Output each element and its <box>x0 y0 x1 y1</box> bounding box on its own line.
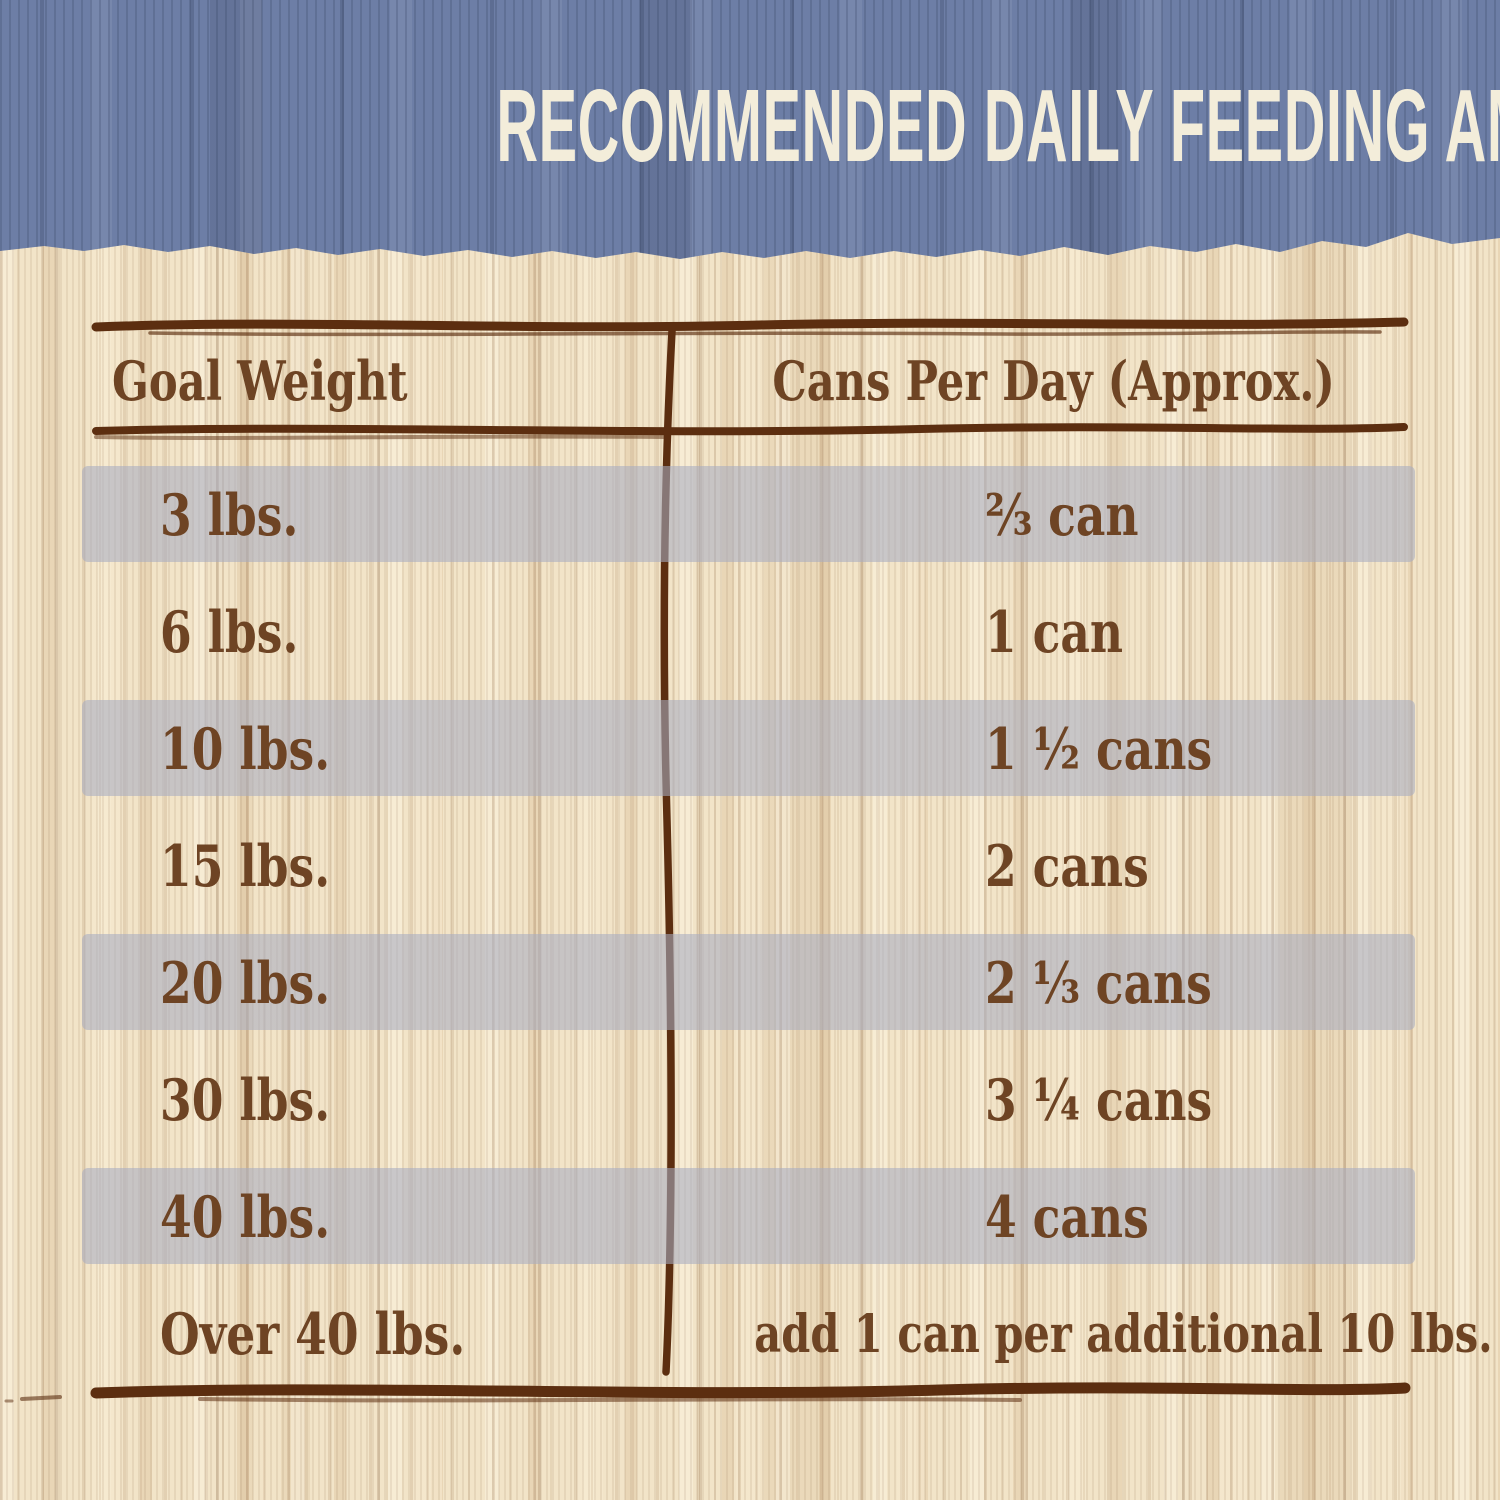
page-title: RECOMMENDED DAILY FEEDING AMOUNTS: <box>0 74 1500 177</box>
cell-text: 15 lbs. <box>160 833 331 900</box>
column-header-text: Cans Per Day (Approx.) <box>772 349 1335 413</box>
cans-cell: 2 ⅓ cans <box>670 950 1405 1017</box>
cell-text: 4 cans <box>985 1184 1149 1251</box>
cell-text: 2 ⅓ cans <box>985 950 1212 1017</box>
cans-cell: 4 cans <box>670 1184 1405 1251</box>
cell-text: add 1 can per additional 10 lbs. <box>753 1304 1493 1365</box>
cell-text: 3 ¼ cans <box>985 1067 1213 1134</box>
cans-cell: add 1 can per additional 10 lbs. <box>542 1304 1500 1365</box>
header-bottom-rule-overstroke <box>94 434 670 440</box>
cell-text: 30 lbs. <box>160 1067 331 1134</box>
column-header-cans: Cans Per Day (Approx.) <box>582 349 1405 413</box>
page-title-text: RECOMMENDED DAILY FEEDING AMOUNTS: <box>496 68 1500 183</box>
row-highlight-band <box>82 700 1415 796</box>
cans-cell: 2 cans <box>670 833 1405 900</box>
banner: RECOMMENDED DAILY FEEDING AMOUNTS: <box>0 0 1500 259</box>
feeding-table: 3 lbs. ⅔ can 6 lbs. 1 can 10 lbs. 1 ½ ca… <box>82 457 1492 1393</box>
table-row: 6 lbs. 1 can <box>95 574 1405 691</box>
table-row: 20 lbs. 2 ⅓ cans <box>82 925 1415 1042</box>
table-bottom-rule-overstroke <box>198 1397 1022 1403</box>
goal-weight-cell: Over 40 lbs. <box>95 1301 542 1368</box>
table-row: Over 40 lbs. add 1 can per additional 10… <box>95 1276 1492 1393</box>
cell-text: 40 lbs. <box>160 1184 331 1251</box>
table-row: 40 lbs. 4 cans <box>82 1159 1415 1276</box>
cans-cell: 1 can <box>670 599 1405 666</box>
goal-weight-cell: 15 lbs. <box>95 833 670 900</box>
cans-cell: 1 ½ cans <box>670 716 1405 783</box>
goal-weight-cell: 20 lbs. <box>95 950 670 1017</box>
column-header-goal-weight: Goal Weight <box>95 349 582 413</box>
row-highlight-band <box>82 466 1415 562</box>
table-row: 3 lbs. ⅔ can <box>82 457 1415 574</box>
goal-weight-cell: 10 lbs. <box>95 716 670 783</box>
cell-text: Over 40 lbs. <box>160 1301 466 1368</box>
row-highlight-band <box>82 1168 1415 1264</box>
goal-weight-cell: 30 lbs. <box>95 1067 670 1134</box>
table-row: 30 lbs. 3 ¼ cans <box>95 1042 1405 1159</box>
goal-weight-cell: 6 lbs. <box>95 599 670 666</box>
table-top-rule <box>91 317 1409 332</box>
table-header-row: Goal Weight Cans Per Day (Approx.) <box>95 332 1405 430</box>
cans-cell: ⅔ can <box>670 482 1405 549</box>
table-row: 10 lbs. 1 ½ cans <box>82 691 1415 808</box>
table-row: 15 lbs. 2 cans <box>95 808 1405 925</box>
cell-text: 20 lbs. <box>160 950 331 1017</box>
cans-cell: 3 ¼ cans <box>670 1067 1405 1134</box>
cell-text: ⅔ can <box>985 482 1139 549</box>
cell-text: 2 cans <box>985 833 1149 900</box>
goal-weight-cell: 3 lbs. <box>95 482 670 549</box>
row-highlight-band <box>82 934 1415 1030</box>
cell-text: 6 lbs. <box>160 599 299 666</box>
column-header-text: Goal Weight <box>112 349 408 413</box>
goal-weight-cell: 40 lbs. <box>95 1184 670 1251</box>
cell-text: 1 can <box>985 599 1124 666</box>
cell-text: 10 lbs. <box>160 716 331 783</box>
cell-text: 1 ½ cans <box>985 716 1213 783</box>
table-bottom-rule-speckle <box>20 1395 62 1401</box>
cell-text: 3 lbs. <box>160 482 299 549</box>
